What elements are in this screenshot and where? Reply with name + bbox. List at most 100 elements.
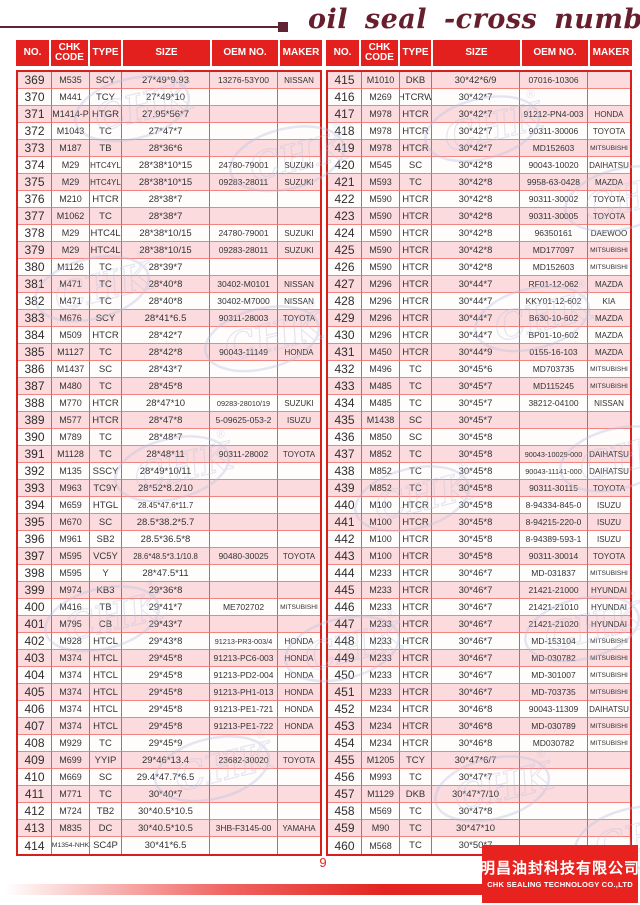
table-row: 390 M789 TC 28*48*7 xyxy=(18,429,320,446)
table-row: 436 M850 SC 30*45*8 xyxy=(328,429,630,446)
table-cell: M233 xyxy=(362,633,400,650)
table-cell xyxy=(210,378,278,395)
table-cell xyxy=(588,752,630,769)
table-cell: 28*47*10 xyxy=(122,395,210,412)
table-cell: 380 xyxy=(18,259,52,276)
table-cell: 30*47*6/7 xyxy=(432,752,520,769)
table-row: 416 M269 HTCRW 30*42*7 xyxy=(328,89,630,106)
table-cell: M100 xyxy=(362,531,400,548)
table-cell: 436 xyxy=(328,429,362,446)
table-cell: M233 xyxy=(362,650,400,667)
table-cell: M29 xyxy=(52,225,90,242)
table-cell: HTCR xyxy=(400,106,432,123)
table-cell: HTCR xyxy=(400,242,432,259)
table-cell xyxy=(278,259,320,276)
table-row: 453 M234 HTCR 30*46*8 MD-030789 MITSUBISHI xyxy=(328,718,630,735)
table-cell: TOYOTA xyxy=(278,446,320,463)
table-cell xyxy=(278,327,320,344)
table-cell: TCY xyxy=(400,752,432,769)
table-cell: M1354-NHK xyxy=(52,837,90,854)
table-cell: HTCR xyxy=(400,684,432,701)
table-cell: 388 xyxy=(18,395,52,412)
table-cell: 438 xyxy=(328,463,362,480)
table-cell: MD-031837 xyxy=(520,565,588,582)
table-cell: YAMAHA xyxy=(278,820,320,837)
table-cell xyxy=(210,786,278,803)
table-cell: 28*38*10/15 xyxy=(122,225,210,242)
table-cell: 90043-11149 xyxy=(210,344,278,361)
table-cell: 28*38*10/15 xyxy=(122,242,210,259)
header-cell: NO. xyxy=(16,40,51,66)
table-cell xyxy=(520,89,588,106)
table-cell xyxy=(210,616,278,633)
table-cell: 30*46*8 xyxy=(432,735,520,752)
table-cell: 450 xyxy=(328,667,362,684)
table-cell: M789 xyxy=(52,429,90,446)
table-cell: 446 xyxy=(328,599,362,616)
table-cell xyxy=(278,378,320,395)
table-row: 454 M234 HTCR 30*46*8 MD030782 MITSUBISHI xyxy=(328,735,630,752)
table-cell: M771 xyxy=(52,786,90,803)
table-cell: 28*42*8 xyxy=(122,344,210,361)
header-cell: OEM NO. xyxy=(522,40,590,66)
table-row: 428 M296 HTCR 30*44*7 KKY01-12-602 KIA xyxy=(328,293,630,310)
table-row: 426 M590 HTCR 30*42*8 MD152603 MITSUBISHI xyxy=(328,259,630,276)
table-cell: 376 xyxy=(18,191,52,208)
table-cell: 30*46*8 xyxy=(432,718,520,735)
table-cell: 28*49*10/11 xyxy=(122,463,210,480)
table-cell: HTCR xyxy=(400,225,432,242)
table-cell: HTCR xyxy=(400,344,432,361)
header-cell: SIZE xyxy=(433,40,522,66)
table-cell: M978 xyxy=(362,123,400,140)
table-cell xyxy=(210,123,278,140)
table-cell xyxy=(520,752,588,769)
table-cell: 30*45*8 xyxy=(432,463,520,480)
table-cell: 90311-30002 xyxy=(520,191,588,208)
table-cell: M1437 xyxy=(52,361,90,378)
table-cell: 29.4*47.7*6.5 xyxy=(122,769,210,786)
table-cell: 383 xyxy=(18,310,52,327)
table-cell: HTCR xyxy=(400,140,432,157)
table-cell: M852 xyxy=(362,480,400,497)
table-cell: SC xyxy=(90,361,122,378)
table-cell: HTCL xyxy=(90,684,122,701)
table-row: 458 M569 TC 30*47*8 xyxy=(328,803,630,820)
table-row: 443 M100 HTCR 30*45*8 90311-30014 TOYOTA xyxy=(328,548,630,565)
table-cell: 421 xyxy=(328,174,362,191)
footer-gradient-bar xyxy=(5,884,638,895)
table-cell: M471 xyxy=(52,293,90,310)
table-cell xyxy=(210,480,278,497)
table-row: 414 M1354-NHK SC4P 30*41*6.5 xyxy=(18,837,320,854)
table-cell: TOYOTA xyxy=(278,310,320,327)
table-cell: 399 xyxy=(18,582,52,599)
table-cell: HTCR xyxy=(400,633,432,650)
table-cell: HONDA xyxy=(278,718,320,735)
table-cell: HTCL xyxy=(90,667,122,684)
table-cell: 90311-30006 xyxy=(520,123,588,140)
table-cell: SUZUKI xyxy=(278,174,320,191)
table-cell: 386 xyxy=(18,361,52,378)
table-row: 452 M234 HTCR 30*46*8 90043-11309 DAIHATSU xyxy=(328,701,630,718)
table-cell: 377 xyxy=(18,208,52,225)
table-cell: 24780-79001 xyxy=(210,157,278,174)
table-cell: HTCR xyxy=(400,718,432,735)
table-cell: HTCR xyxy=(400,276,432,293)
table-cell: 393 xyxy=(18,480,52,497)
table-cell: 0155-16-103 xyxy=(520,344,588,361)
table-row: 427 M296 HTCR 30*44*7 RF01-12-062 MAZDA xyxy=(328,276,630,293)
header-cell: CHK CODE xyxy=(361,40,400,66)
table-cell xyxy=(278,463,320,480)
table-cell xyxy=(210,140,278,157)
table-cell: 28.6*48.5*3.1/10.8 xyxy=(122,548,210,565)
table-cell: 91213-PC6-003 xyxy=(210,650,278,667)
table-cell: 28.45*47.6*11.7 xyxy=(122,497,210,514)
table-cell: TC xyxy=(400,769,432,786)
table-cell: M590 xyxy=(362,259,400,276)
company-logo-box: 明昌油封科技有限公司 CHK SEALING TECHNOLOGY CO.,LT… xyxy=(480,845,639,903)
table-row: 418 M978 HTCR 30*42*7 90311-30006 TOYOTA xyxy=(328,123,630,140)
table-row: 379 M29 HTC4L 28*38*10/15 09283-28011 SUZUKI xyxy=(18,242,320,259)
table-cell: 30*45*8 xyxy=(432,531,520,548)
header-cell: CHK CODE xyxy=(51,40,90,66)
table-cell xyxy=(210,565,278,582)
table-cell: TB xyxy=(90,140,122,157)
